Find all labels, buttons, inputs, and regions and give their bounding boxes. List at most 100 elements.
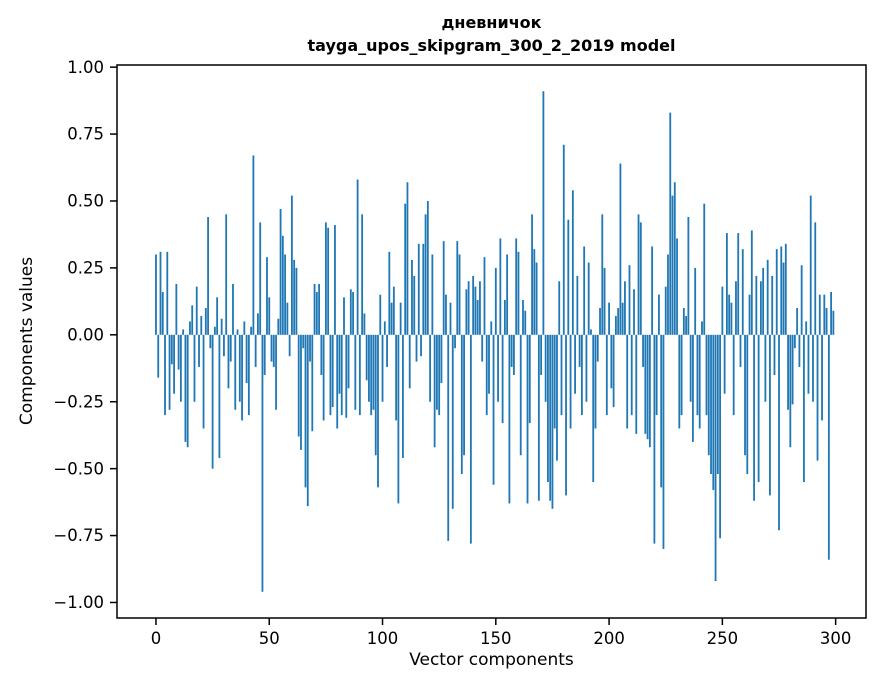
bar [402, 334, 404, 458]
bar [166, 251, 169, 335]
bar [322, 334, 325, 421]
bar [247, 334, 250, 416]
bar [460, 334, 463, 474]
bar [463, 334, 465, 456]
bar [327, 227, 330, 335]
bar [334, 225, 336, 335]
bar [413, 275, 416, 335]
bar [723, 334, 726, 394]
y-tick-label: 0.25 [67, 259, 104, 278]
bar [467, 281, 470, 335]
bar [281, 235, 284, 335]
bar [370, 334, 373, 416]
bar [556, 334, 558, 461]
bar [164, 334, 166, 416]
bar [537, 334, 540, 501]
bar [719, 334, 721, 539]
bar [241, 334, 243, 421]
bar [741, 249, 744, 335]
bar [411, 259, 413, 335]
y-tick-label: −1.00 [53, 593, 104, 612]
bar [338, 334, 341, 394]
bar [816, 334, 819, 461]
bar [533, 249, 536, 335]
bar [173, 334, 175, 394]
bar [492, 334, 495, 485]
bar [300, 334, 302, 450]
bar [392, 286, 395, 335]
bar [701, 321, 703, 335]
bar [592, 334, 595, 483]
bar [535, 262, 538, 335]
bar [587, 262, 590, 335]
bar [576, 275, 579, 335]
y-tick-label: 0.50 [67, 192, 104, 211]
bar [809, 195, 812, 335]
bar [347, 334, 350, 389]
bar [223, 334, 225, 357]
bar [789, 334, 792, 448]
bar [680, 334, 683, 416]
x-tick-label: 50 [259, 629, 280, 648]
bar [710, 334, 712, 474]
bar [685, 316, 688, 335]
bar [601, 214, 604, 335]
bar [275, 334, 277, 410]
bar [213, 326, 216, 335]
bar [268, 297, 271, 335]
bar [277, 318, 280, 335]
bar [544, 334, 547, 402]
bar [200, 316, 203, 335]
bar [769, 334, 771, 496]
tick-labels-group: 0 50 100 150 200 250 300 1.00 0.75 0.50 0.25 0.00 −0… [53, 58, 851, 648]
bar [603, 267, 606, 335]
y-axis-label: Components values [17, 256, 37, 426]
bar [531, 214, 533, 335]
bar [755, 275, 758, 335]
bar [232, 283, 234, 335]
bar [170, 334, 173, 365]
bar [279, 209, 282, 335]
bar [517, 251, 520, 335]
bar [660, 334, 663, 488]
bar [787, 334, 789, 410]
x-tick-label: 0 [151, 629, 162, 648]
bar [705, 334, 708, 416]
bar [186, 334, 189, 448]
bar [728, 294, 731, 335]
bar [390, 302, 393, 335]
bar [395, 334, 398, 421]
bar [426, 200, 429, 335]
bar [753, 334, 755, 501]
bar [472, 275, 475, 335]
bar [291, 195, 293, 335]
bar [297, 334, 300, 437]
bar [202, 334, 205, 429]
x-tick-label: 200 [593, 629, 625, 648]
bar [469, 334, 472, 544]
bar [503, 300, 506, 335]
bar [272, 334, 275, 367]
bar [528, 334, 531, 424]
bar [580, 334, 583, 416]
bar [363, 313, 366, 335]
bar [225, 214, 228, 335]
bar [499, 238, 502, 335]
bar [302, 334, 305, 349]
bar [639, 222, 642, 335]
bar [619, 163, 622, 335]
bar [182, 329, 185, 335]
bar [687, 217, 690, 335]
bar [803, 334, 805, 483]
bar [614, 316, 617, 335]
axis-ticks-group [110, 66, 837, 625]
bar [716, 334, 719, 474]
bar [730, 302, 733, 335]
bar [324, 222, 327, 335]
bar [456, 241, 459, 335]
bar [295, 267, 298, 335]
bar [549, 334, 552, 501]
bar [311, 334, 314, 432]
